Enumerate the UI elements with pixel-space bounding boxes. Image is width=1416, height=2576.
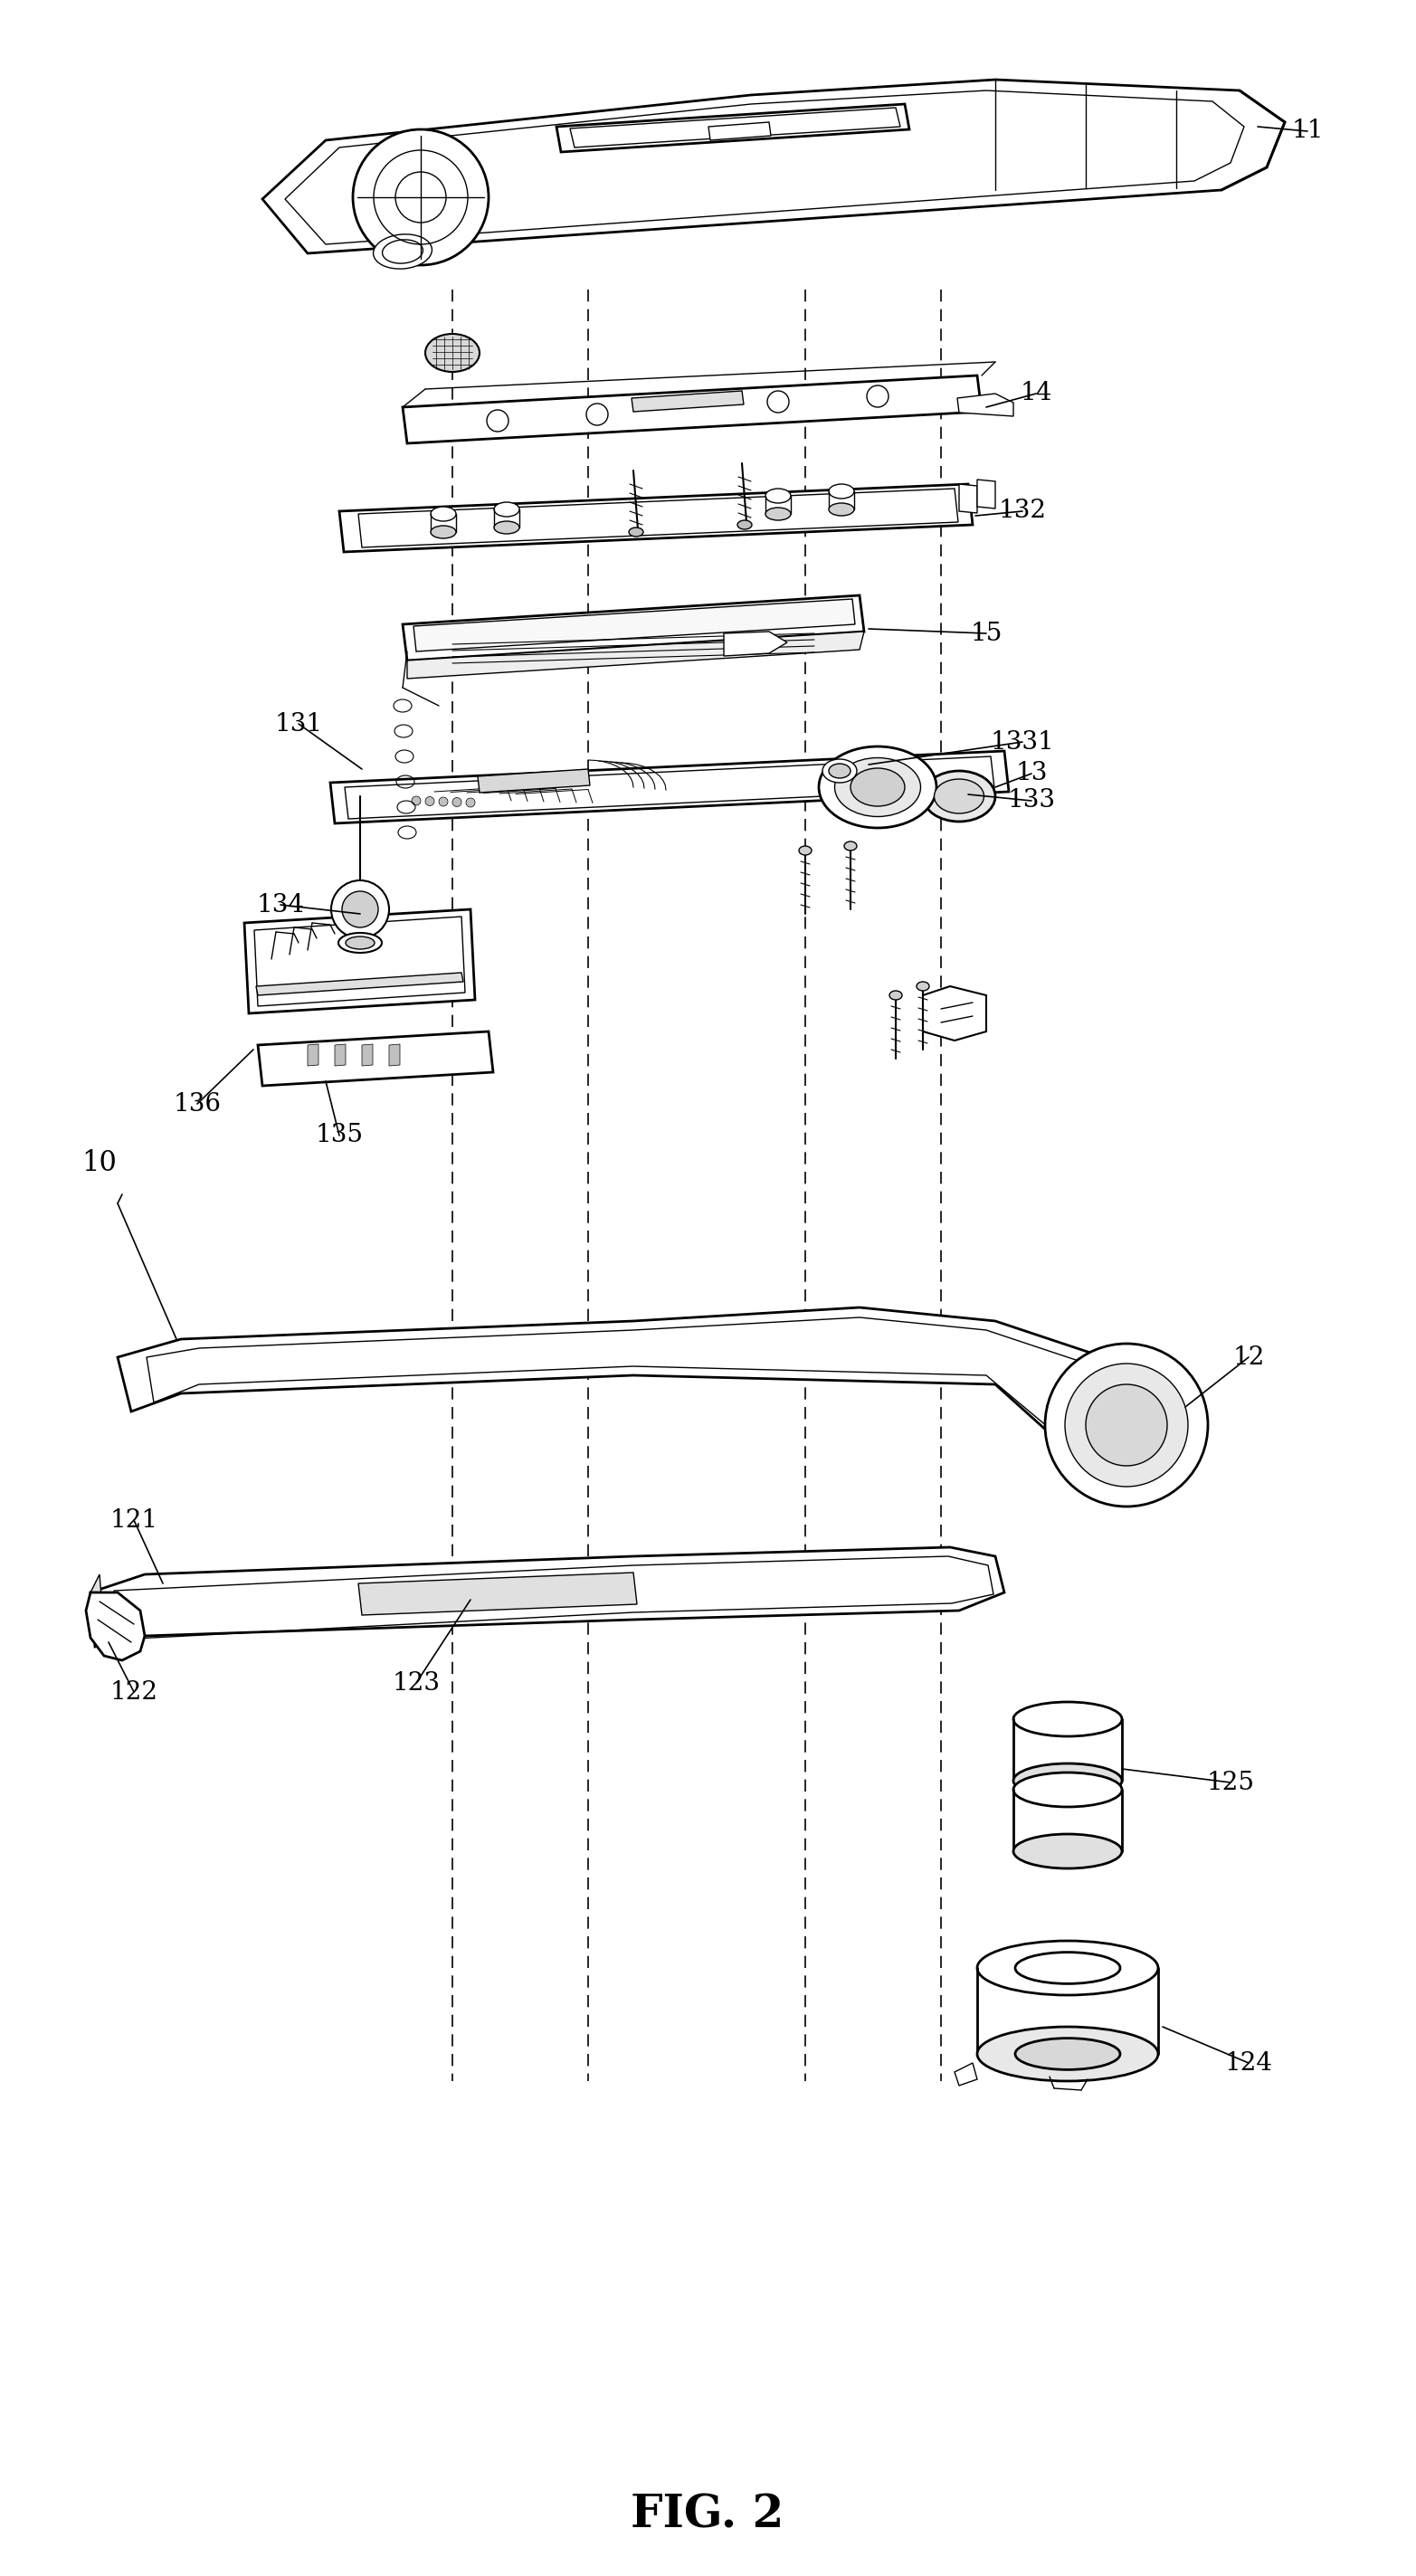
Ellipse shape [851, 768, 905, 806]
Ellipse shape [889, 992, 902, 999]
Polygon shape [389, 1043, 399, 1066]
Text: 135: 135 [316, 1123, 364, 1149]
Circle shape [767, 392, 789, 412]
Ellipse shape [977, 1940, 1158, 1994]
Polygon shape [262, 80, 1284, 252]
Text: FIG. 2: FIG. 2 [632, 2494, 784, 2537]
Circle shape [452, 799, 462, 806]
Polygon shape [923, 987, 986, 1041]
Polygon shape [957, 394, 1014, 417]
Ellipse shape [834, 757, 920, 817]
Circle shape [353, 129, 489, 265]
Polygon shape [402, 376, 981, 443]
Ellipse shape [346, 938, 375, 948]
Polygon shape [708, 121, 770, 139]
Polygon shape [307, 1043, 319, 1066]
Ellipse shape [430, 507, 456, 520]
Polygon shape [358, 1571, 637, 1615]
Circle shape [1086, 1383, 1167, 1466]
Text: 15: 15 [970, 621, 1003, 647]
Circle shape [1045, 1345, 1208, 1507]
Ellipse shape [1014, 1834, 1121, 1868]
Polygon shape [556, 103, 909, 152]
Ellipse shape [916, 981, 929, 992]
Text: 131: 131 [275, 711, 323, 737]
Ellipse shape [1015, 2038, 1120, 2069]
Circle shape [466, 799, 474, 806]
Polygon shape [959, 484, 977, 513]
Ellipse shape [494, 502, 520, 518]
Text: 1331: 1331 [990, 729, 1055, 755]
Ellipse shape [799, 845, 811, 855]
Circle shape [343, 891, 378, 927]
Polygon shape [86, 1592, 144, 1662]
Ellipse shape [425, 335, 480, 371]
Ellipse shape [823, 760, 857, 783]
Ellipse shape [430, 526, 456, 538]
Circle shape [487, 410, 508, 433]
Ellipse shape [923, 770, 995, 822]
Text: 13: 13 [1015, 762, 1048, 786]
Ellipse shape [818, 747, 936, 827]
Ellipse shape [844, 842, 857, 850]
Ellipse shape [338, 933, 382, 953]
Ellipse shape [766, 507, 790, 520]
Text: 14: 14 [1020, 381, 1052, 407]
Text: 132: 132 [998, 500, 1046, 523]
Polygon shape [402, 595, 864, 659]
Ellipse shape [1015, 1953, 1120, 1984]
Ellipse shape [374, 234, 432, 268]
Polygon shape [724, 631, 787, 657]
Ellipse shape [935, 778, 984, 814]
Polygon shape [408, 631, 864, 677]
Ellipse shape [828, 762, 851, 778]
Circle shape [425, 796, 435, 806]
Circle shape [331, 881, 389, 938]
Polygon shape [477, 770, 590, 793]
Text: 123: 123 [392, 1672, 440, 1695]
Ellipse shape [977, 2027, 1158, 2081]
Text: 124: 124 [1225, 2050, 1273, 2076]
Polygon shape [256, 974, 463, 994]
Circle shape [867, 386, 888, 407]
Ellipse shape [766, 489, 790, 502]
Text: 12: 12 [1232, 1345, 1264, 1370]
Text: 122: 122 [110, 1680, 159, 1705]
Polygon shape [413, 600, 855, 652]
Ellipse shape [629, 528, 643, 536]
Text: 11: 11 [1291, 118, 1324, 144]
Text: 125: 125 [1206, 1770, 1255, 1795]
Polygon shape [632, 392, 743, 412]
Text: 136: 136 [173, 1092, 221, 1115]
Ellipse shape [494, 520, 520, 533]
Ellipse shape [738, 520, 752, 528]
Polygon shape [340, 484, 973, 551]
Text: 134: 134 [256, 894, 304, 917]
Circle shape [1065, 1363, 1188, 1486]
Polygon shape [330, 752, 1008, 824]
Text: 133: 133 [1008, 788, 1055, 814]
Text: 10: 10 [82, 1149, 118, 1177]
Polygon shape [977, 479, 995, 507]
Polygon shape [118, 1309, 1185, 1494]
Ellipse shape [1014, 1765, 1121, 1798]
Ellipse shape [1014, 1772, 1121, 1806]
Circle shape [412, 796, 421, 806]
Polygon shape [334, 1043, 346, 1066]
Polygon shape [954, 2063, 977, 2087]
Ellipse shape [828, 484, 854, 500]
Polygon shape [362, 1043, 372, 1066]
Circle shape [586, 404, 607, 425]
Circle shape [439, 796, 447, 806]
Ellipse shape [828, 502, 854, 515]
Text: 121: 121 [110, 1507, 159, 1533]
Ellipse shape [1014, 1703, 1121, 1736]
Polygon shape [245, 909, 474, 1012]
Polygon shape [91, 1574, 103, 1646]
Polygon shape [258, 1030, 493, 1084]
Polygon shape [91, 1548, 1004, 1646]
